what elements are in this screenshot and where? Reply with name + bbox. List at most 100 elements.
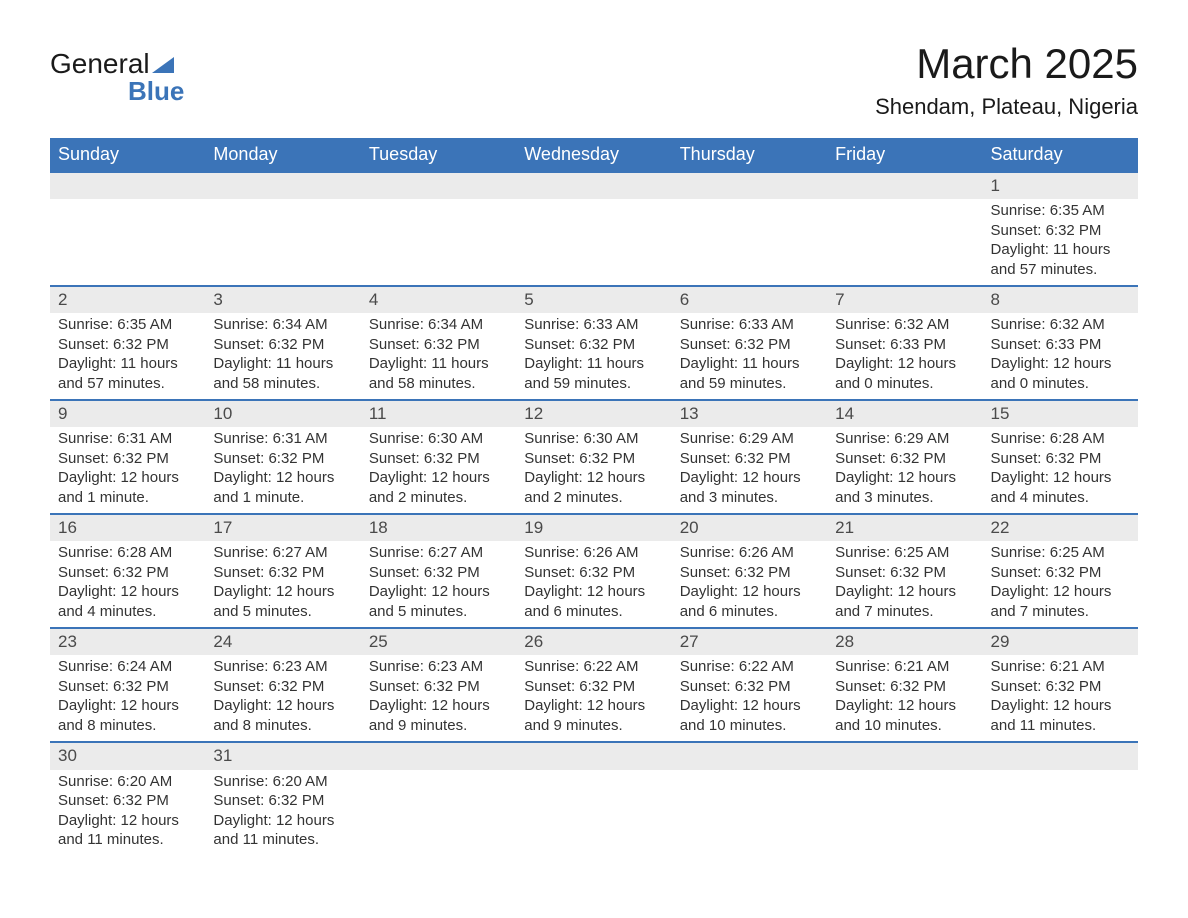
day-content-cell: [827, 770, 982, 856]
sunset-text: Sunset: 6:32 PM: [524, 449, 663, 469]
day-number-row: 16171819202122: [50, 514, 1138, 541]
day-number-cell: 1: [983, 172, 1138, 199]
day-content-cell: Sunrise: 6:34 AMSunset: 6:32 PMDaylight:…: [205, 313, 360, 400]
day-content-cell: Sunrise: 6:35 AMSunset: 6:32 PMDaylight:…: [50, 313, 205, 400]
day-number-row: 23242526272829: [50, 628, 1138, 655]
day-number-cell: 6: [672, 286, 827, 313]
day-number-cell: 23: [50, 628, 205, 655]
day-number-cell: 17: [205, 514, 360, 541]
day-content-cell: Sunrise: 6:28 AMSunset: 6:32 PMDaylight:…: [983, 427, 1138, 514]
day-content-cell: Sunrise: 6:27 AMSunset: 6:32 PMDaylight:…: [361, 541, 516, 628]
day-content-cell: [205, 199, 360, 286]
sunset-text: Sunset: 6:32 PM: [58, 563, 197, 583]
day-content-cell: [361, 770, 516, 856]
sunset-text: Sunset: 6:32 PM: [213, 791, 352, 811]
day-number-cell: 25: [361, 628, 516, 655]
day-content-cell: Sunrise: 6:30 AMSunset: 6:32 PMDaylight:…: [361, 427, 516, 514]
day-number-cell: 30: [50, 742, 205, 769]
day-content-cell: Sunrise: 6:21 AMSunset: 6:32 PMDaylight:…: [827, 655, 982, 742]
day-content-cell: Sunrise: 6:22 AMSunset: 6:32 PMDaylight:…: [672, 655, 827, 742]
logo: General Blue: [50, 40, 184, 104]
day-number-cell: 9: [50, 400, 205, 427]
daylight-text: Daylight: 12 hours and 3 minutes.: [835, 468, 974, 507]
day-content-row: Sunrise: 6:31 AMSunset: 6:32 PMDaylight:…: [50, 427, 1138, 514]
daylight-text: Daylight: 12 hours and 8 minutes.: [213, 696, 352, 735]
sunset-text: Sunset: 6:32 PM: [58, 677, 197, 697]
daylight-text: Daylight: 12 hours and 3 minutes.: [680, 468, 819, 507]
sunrise-text: Sunrise: 6:22 AM: [524, 657, 663, 677]
sunset-text: Sunset: 6:32 PM: [680, 449, 819, 469]
sunset-text: Sunset: 6:33 PM: [835, 335, 974, 355]
sunrise-text: Sunrise: 6:25 AM: [835, 543, 974, 563]
sunrise-text: Sunrise: 6:27 AM: [213, 543, 352, 563]
sunset-text: Sunset: 6:32 PM: [213, 449, 352, 469]
day-content-cell: Sunrise: 6:22 AMSunset: 6:32 PMDaylight:…: [516, 655, 671, 742]
sunset-text: Sunset: 6:32 PM: [680, 563, 819, 583]
daylight-text: Daylight: 12 hours and 6 minutes.: [524, 582, 663, 621]
day-number-cell: 15: [983, 400, 1138, 427]
day-number-cell: 21: [827, 514, 982, 541]
day-number-cell: 14: [827, 400, 982, 427]
day-content-cell: [672, 770, 827, 856]
sunrise-text: Sunrise: 6:24 AM: [58, 657, 197, 677]
daylight-text: Daylight: 12 hours and 10 minutes.: [680, 696, 819, 735]
day-content-cell: Sunrise: 6:20 AMSunset: 6:32 PMDaylight:…: [50, 770, 205, 856]
sunrise-text: Sunrise: 6:30 AM: [369, 429, 508, 449]
daylight-text: Daylight: 12 hours and 10 minutes.: [835, 696, 974, 735]
day-content-row: Sunrise: 6:35 AM Sunset: 6:32 PM Daylight:…: [50, 313, 1138, 400]
day-number-cell: 18: [361, 514, 516, 541]
day-content-cell: Sunrise: 6:24 AMSunset: 6:32 PMDaylight:…: [50, 655, 205, 742]
sunset-text: Sunset: 6:32 PM: [213, 335, 352, 355]
day-content-cell: Sunrise: 6:21 AMSunset: 6:32 PMDaylight:…: [983, 655, 1138, 742]
sunset-text: Sunset: 6:32 PM: [835, 677, 974, 697]
day-content-row: Sunrise: 6:20 AMSunset: 6:32 PMDaylight:…: [50, 770, 1138, 856]
day-number-row: 1: [50, 172, 1138, 199]
sunrise-text: Sunrise: 6:31 AM: [213, 429, 352, 449]
day-number-cell: [516, 742, 671, 769]
daylight-text: Daylight: 12 hours and 9 minutes.: [524, 696, 663, 735]
sunrise-text: Sunrise: 6:34 AM: [213, 315, 352, 335]
day-number-row: 9101112131415: [50, 400, 1138, 427]
daylight-text: Daylight: 12 hours and 1 minute.: [213, 468, 352, 507]
day-content-cell: Sunrise: 6:29 AMSunset: 6:32 PMDaylight:…: [827, 427, 982, 514]
day-content-cell: Sunrise: 6:27 AMSunset: 6:32 PMDaylight:…: [205, 541, 360, 628]
title-block: March 2025 Shendam, Plateau, Nigeria: [875, 40, 1138, 120]
month-title: March 2025: [875, 40, 1138, 88]
sunset-text: Sunset: 6:32 PM: [991, 449, 1130, 469]
daylight-text: Daylight: 11 hours and 59 minutes.: [524, 354, 663, 393]
sunrise-text: Sunrise: 6:27 AM: [369, 543, 508, 563]
day-number-cell: 20: [672, 514, 827, 541]
sunset-text: Sunset: 6:32 PM: [369, 335, 508, 355]
day-content-cell: [361, 199, 516, 286]
day-number-cell: 31: [205, 742, 360, 769]
sunrise-text: Sunrise: 6:26 AM: [524, 543, 663, 563]
sunrise-text: Sunrise: 6:35 AM: [991, 201, 1130, 221]
sunrise-text: Sunrise: 6:30 AM: [524, 429, 663, 449]
sunrise-text: Sunrise: 6:25 AM: [991, 543, 1130, 563]
daylight-text: Daylight: 12 hours and 0 minutes.: [835, 354, 974, 393]
day-number-cell: 22: [983, 514, 1138, 541]
logo-word1: General: [50, 50, 150, 78]
day-number-cell: 10: [205, 400, 360, 427]
sunset-text: Sunset: 6:32 PM: [991, 677, 1130, 697]
day-number-cell: 5: [516, 286, 671, 313]
sunrise-text: Sunrise: 6:31 AM: [58, 429, 197, 449]
day-number-row: 2345678: [50, 286, 1138, 313]
day-number-cell: 16: [50, 514, 205, 541]
sunset-text: Sunset: 6:32 PM: [58, 791, 197, 811]
day-number-cell: 4: [361, 286, 516, 313]
sunrise-text: Sunrise: 6:32 AM: [991, 315, 1130, 335]
day-content-cell: Sunrise: 6:32 AMSunset: 6:33 PMDaylight:…: [983, 313, 1138, 400]
sunset-text: Sunset: 6:32 PM: [369, 563, 508, 583]
location: Shendam, Plateau, Nigeria: [875, 94, 1138, 120]
daylight-text: Daylight: 12 hours and 11 minutes.: [991, 696, 1130, 735]
daylight-text: Daylight: 11 hours and 57 minutes.: [991, 240, 1130, 279]
daylight-text: Daylight: 12 hours and 5 minutes.: [369, 582, 508, 621]
sunrise-text: Sunrise: 6:35 AM: [58, 315, 197, 335]
day-number-cell: [361, 742, 516, 769]
day-number-cell: 7: [827, 286, 982, 313]
day-content-cell: [516, 770, 671, 856]
sunset-text: Sunset: 6:32 PM: [369, 677, 508, 697]
day-content-cell: Sunrise: 6:34 AMSunset: 6:32 PMDaylight:…: [361, 313, 516, 400]
daylight-text: Daylight: 12 hours and 4 minutes.: [58, 582, 197, 621]
